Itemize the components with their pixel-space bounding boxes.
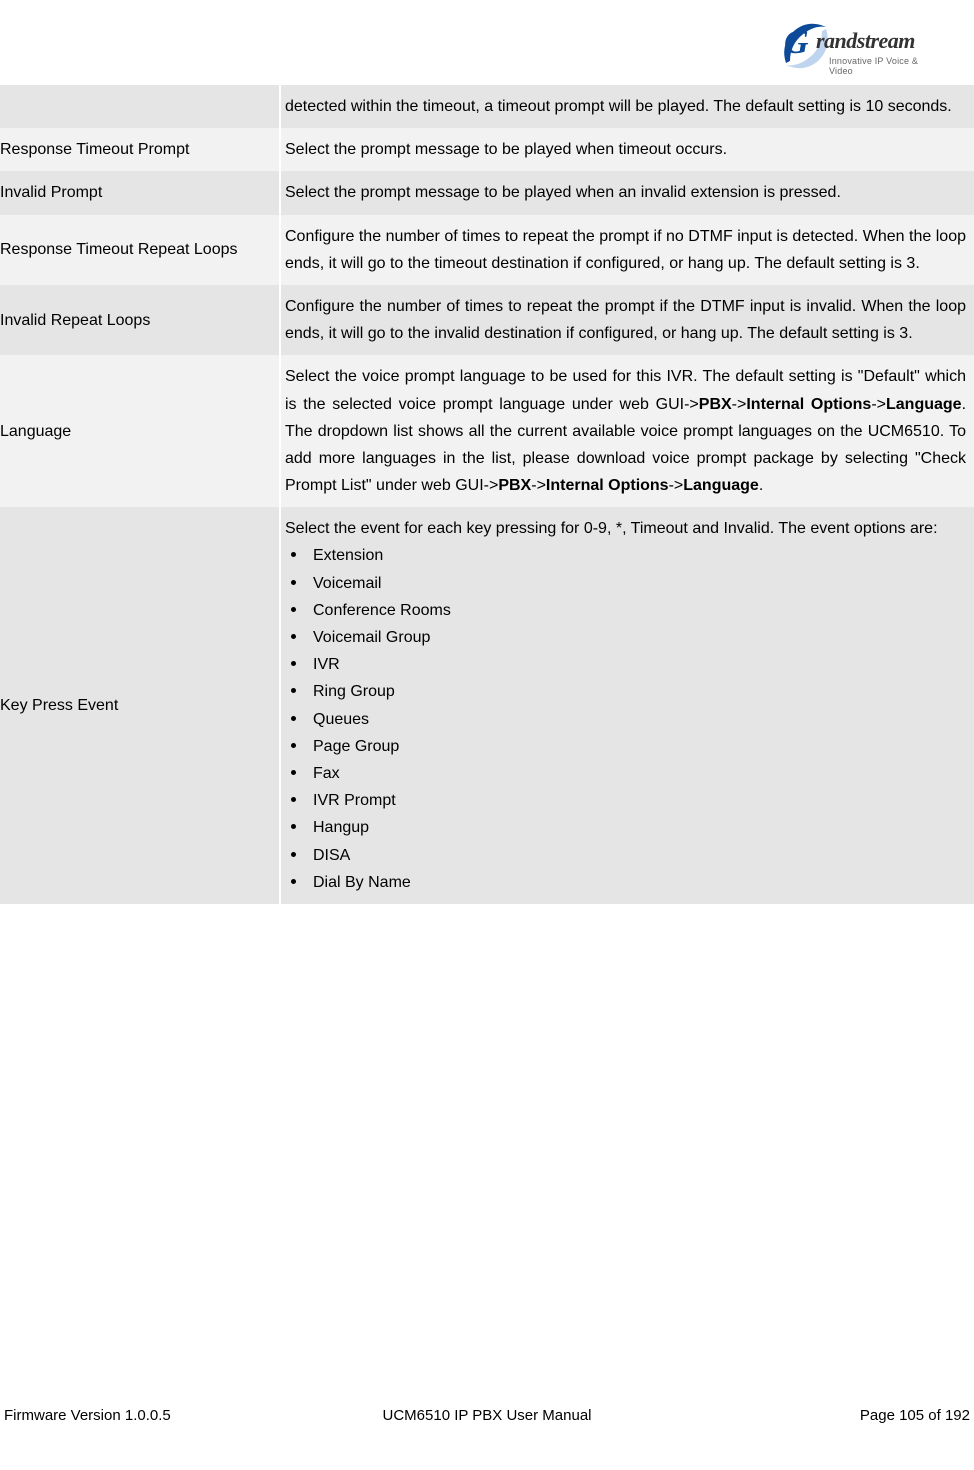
param-description: Configure the number of times to repeat … — [280, 215, 974, 285]
footer-page: Page 105 of 192 — [860, 1407, 970, 1424]
list-item: Dial By Name — [313, 869, 966, 896]
param-label: Response Timeout Prompt — [0, 128, 280, 171]
param-label: Invalid Repeat Loops — [0, 285, 280, 355]
param-description: Select the voice prompt language to be u… — [280, 355, 974, 507]
list-item: Conference Rooms — [313, 597, 966, 624]
list-item: IVR Prompt — [313, 787, 966, 814]
list-item: Voicemail Group — [313, 624, 966, 651]
list-item: Voicemail — [313, 570, 966, 597]
list-item: DISA — [313, 842, 966, 869]
page-footer: Firmware Version 1.0.0.5 UCM6510 IP PBX … — [0, 1407, 974, 1424]
param-label: Language — [0, 355, 280, 507]
table-row: Key Press EventSelect the event for each… — [0, 507, 974, 904]
list-item: IVR — [313, 651, 966, 678]
param-description: detected within the timeout, a timeout p… — [280, 85, 974, 128]
logo-brand-text: randstream — [816, 28, 915, 54]
param-label: Invalid Prompt — [0, 171, 280, 214]
list-item: Page Group — [313, 733, 966, 760]
brand-logo: G randstream Innovative IP Voice & Video — [782, 18, 942, 66]
param-label: Key Press Event — [0, 507, 280, 904]
table-row: LanguageSelect the voice prompt language… — [0, 355, 974, 507]
param-description: Select the event for each key pressing f… — [280, 507, 974, 904]
event-options-list: ExtensionVoicemailConference RoomsVoicem… — [285, 542, 966, 895]
table-row: Response Timeout PromptSelect the prompt… — [0, 128, 974, 171]
param-description: Select the prompt message to be played w… — [280, 128, 974, 171]
param-label: Response Timeout Repeat Loops — [0, 215, 280, 285]
logo-tagline: Innovative IP Voice & Video — [829, 56, 942, 76]
param-label — [0, 85, 280, 128]
list-item: Fax — [313, 760, 966, 787]
parameters-table: detected within the timeout, a timeout p… — [0, 85, 974, 904]
list-item: Ring Group — [313, 678, 966, 705]
table-row: Response Timeout Repeat LoopsConfigure t… — [0, 215, 974, 285]
footer-title: UCM6510 IP PBX User Manual — [383, 1407, 592, 1424]
list-item: Hangup — [313, 814, 966, 841]
table-row: detected within the timeout, a timeout p… — [0, 85, 974, 128]
param-description: Select the prompt message to be played w… — [280, 171, 974, 214]
table-row: Invalid PromptSelect the prompt message … — [0, 171, 974, 214]
table-row: Invalid Repeat LoopsConfigure the number… — [0, 285, 974, 355]
param-description: Configure the number of times to repeat … — [280, 285, 974, 355]
list-item: Queues — [313, 706, 966, 733]
footer-firmware: Firmware Version 1.0.0.5 — [4, 1407, 171, 1424]
list-item: Extension — [313, 542, 966, 569]
